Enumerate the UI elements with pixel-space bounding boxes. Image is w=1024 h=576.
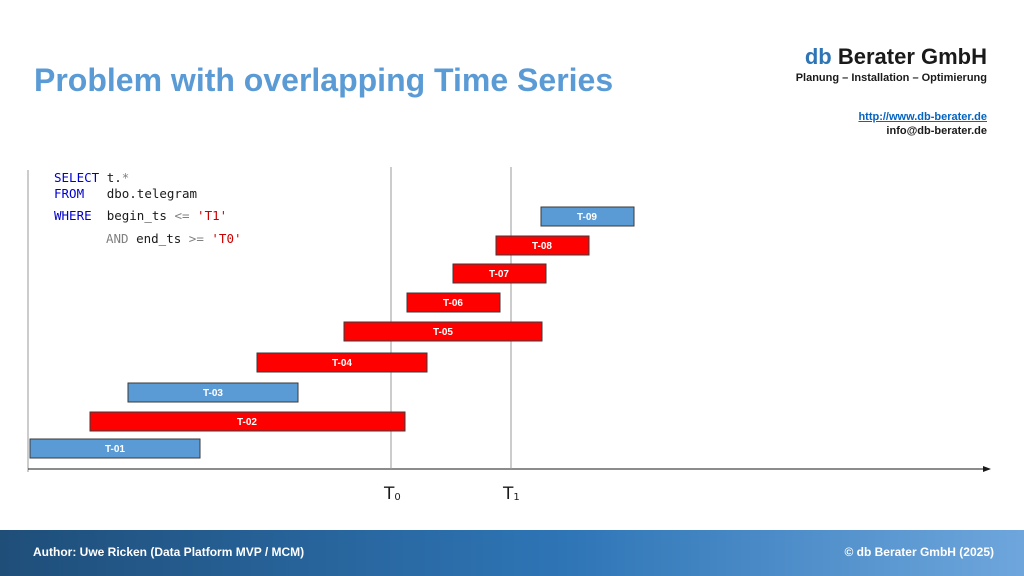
sql-where-keyword: WHERE: [54, 208, 92, 223]
sql-and-value: 'T0': [211, 231, 242, 246]
slide-title: Problem with overlapping Time Series: [34, 62, 614, 98]
bar-t07: T-07: [452, 263, 547, 284]
svg-text:T-04: T-04: [332, 358, 352, 369]
brand-name-prefix: db: [804, 44, 832, 69]
timeline-diagram: T0 T1 T-01 T-02 T-03 T-04 T-05 T-06 T-07…: [27, 167, 991, 504]
bar-t02: T-02: [89, 411, 406, 432]
t0-label: T0: [383, 484, 401, 504]
sql-line-and: AND end_ts >= 'T0': [106, 231, 242, 246]
svg-text:T-05: T-05: [433, 327, 453, 338]
t1-label: T1: [502, 484, 520, 504]
brand-name-suffix: Berater GmbH: [831, 44, 987, 69]
bar-t09: T-09: [540, 206, 635, 227]
svg-text:T-08: T-08: [532, 241, 552, 252]
brand-block: db Berater GmbH Planung – Installation –…: [796, 44, 987, 84]
sql-line-select: SELECT t.*: [54, 170, 129, 185]
sql-line-from: FROM dbo.telegram: [54, 186, 197, 201]
bar-t08: T-08: [495, 235, 590, 256]
svg-text:T-09: T-09: [577, 212, 597, 223]
footer-author: Author: Uwe Ricken (Data Platform MVP / …: [33, 545, 305, 559]
svg-text:T-06: T-06: [443, 298, 463, 309]
sql-where-column: begin_ts: [106, 208, 167, 223]
website-link[interactable]: http://www.db-berater.de: [858, 111, 987, 123]
contact-email: info@db-berater.de: [886, 125, 987, 137]
bar-t01: T-01: [29, 438, 201, 459]
svg-text:T-07: T-07: [489, 269, 509, 280]
svg-text:T-02: T-02: [237, 417, 257, 428]
sql-from-keyword: FROM: [54, 186, 85, 201]
sql-where-operator: <=: [174, 208, 190, 223]
sql-and-operator: >=: [188, 231, 204, 246]
sql-and-keyword: AND: [106, 231, 129, 246]
sql-where-value: 'T1': [197, 208, 228, 223]
sql-select-star: *: [121, 170, 130, 185]
sql-and-column: end_ts: [136, 231, 182, 246]
sql-from-table: dbo.telegram: [106, 186, 197, 201]
bar-t04: T-04: [256, 352, 428, 373]
sql-select-keyword: SELECT: [54, 170, 100, 185]
footer-bar: Author: Uwe Ricken (Data Platform MVP / …: [0, 530, 1024, 576]
brand-name: db Berater GmbH: [796, 44, 987, 70]
brand-tagline: Planung – Installation – Optimierung: [795, 72, 987, 84]
sql-select-expr: t.: [106, 170, 122, 185]
svg-text:T-01: T-01: [105, 444, 125, 455]
footer-copyright: © db Berater GmbH (2025): [844, 545, 994, 559]
bar-t03: T-03: [127, 382, 299, 403]
bar-t05: T-05: [343, 321, 543, 342]
svg-text:T-03: T-03: [203, 388, 223, 399]
bar-t06: T-06: [406, 292, 501, 313]
sql-line-where: WHERE begin_ts <= 'T1': [54, 208, 227, 223]
contact-block: http://www.db-berater.de info@db-berater…: [858, 110, 987, 138]
